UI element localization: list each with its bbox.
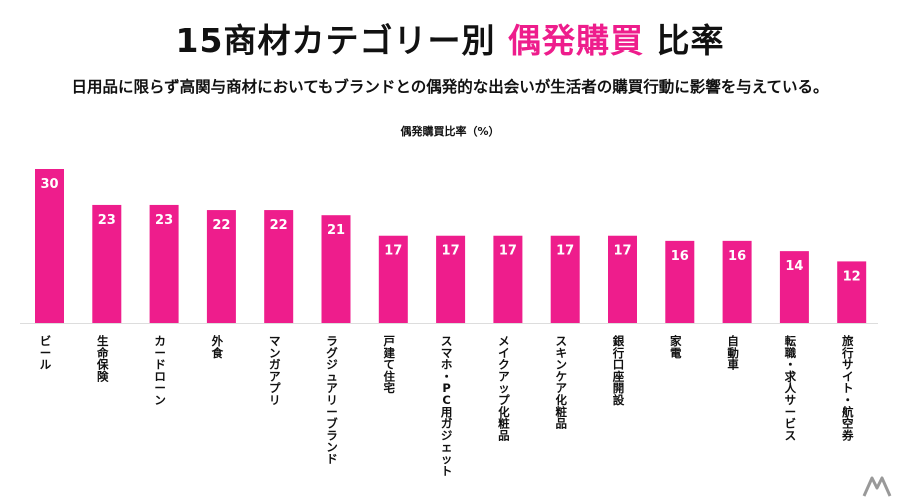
bar-3 <box>149 204 179 323</box>
bar-15 <box>837 261 867 323</box>
bar-1 <box>35 169 64 323</box>
chart-title: 偶発購買比率（%） <box>400 125 500 138</box>
data-label-9: 17 <box>499 244 517 259</box>
category-label-11: 銀行口座開設 <box>612 334 625 407</box>
category-label-12: 家電 <box>670 334 682 360</box>
category-label-13: 自動車 <box>727 334 739 372</box>
category-label-3: カードローン <box>154 334 166 407</box>
data-label-1: 30 <box>40 177 58 192</box>
title-tail: 比率 <box>656 21 725 60</box>
category-label-1: ビール <box>40 334 52 372</box>
data-label-15: 12 <box>843 269 861 284</box>
bar-10 <box>550 235 580 323</box>
bar-2 <box>92 204 122 323</box>
bar-12 <box>665 240 695 323</box>
watermark-logo-icon <box>862 476 892 497</box>
data-label-12: 16 <box>671 249 689 264</box>
category-label-4: 外食 <box>211 334 224 360</box>
category-label-2: 生命保険 <box>96 334 109 383</box>
bar-6 <box>321 215 351 323</box>
category-label-10: スキンケア化粧品 <box>555 334 567 431</box>
bar-8 <box>436 235 466 323</box>
page-title: 15商材カテゴリー別 偶発購買 比率 <box>0 14 900 62</box>
category-label-5: マンガアプリ <box>269 334 281 407</box>
bar-7 <box>378 235 408 323</box>
data-label-7: 17 <box>384 244 402 259</box>
category-label-15: 旅行サイト・航空券 <box>841 334 854 442</box>
data-label-4: 22 <box>212 218 230 233</box>
bar-11 <box>608 235 637 323</box>
category-label-9: メイクアップ化粧品 <box>498 334 510 442</box>
page-subtitle: 日用品に限らず高関与商材においてもブランドとの偶発的な出会いが生活者の購買行動に… <box>71 78 829 96</box>
data-label-10: 17 <box>556 244 574 259</box>
title-accent: 偶発購買 <box>507 21 644 60</box>
title-main: 15商材カテゴリー別 <box>175 21 496 60</box>
data-label-3: 23 <box>155 213 173 228</box>
data-label-6: 21 <box>327 223 345 238</box>
bar-4 <box>206 210 236 323</box>
bar-14 <box>779 251 809 323</box>
data-label-14: 14 <box>785 259 803 274</box>
data-label-5: 22 <box>270 218 288 233</box>
data-label-8: 17 <box>442 244 460 259</box>
category-label-6: ラグジュアリーブランド <box>326 334 338 466</box>
category-label-8: スマホ・ P C 用ガジェット <box>440 334 453 478</box>
bar-9 <box>493 235 523 323</box>
category-label-7: 戸建て住宅 <box>384 334 396 395</box>
data-label-2: 23 <box>98 213 116 228</box>
bar-5 <box>264 210 294 323</box>
data-label-13: 16 <box>728 249 746 264</box>
category-label-14: 転職・求人サービス <box>785 334 797 442</box>
data-label-11: 17 <box>613 244 631 259</box>
bar-13 <box>722 240 752 323</box>
